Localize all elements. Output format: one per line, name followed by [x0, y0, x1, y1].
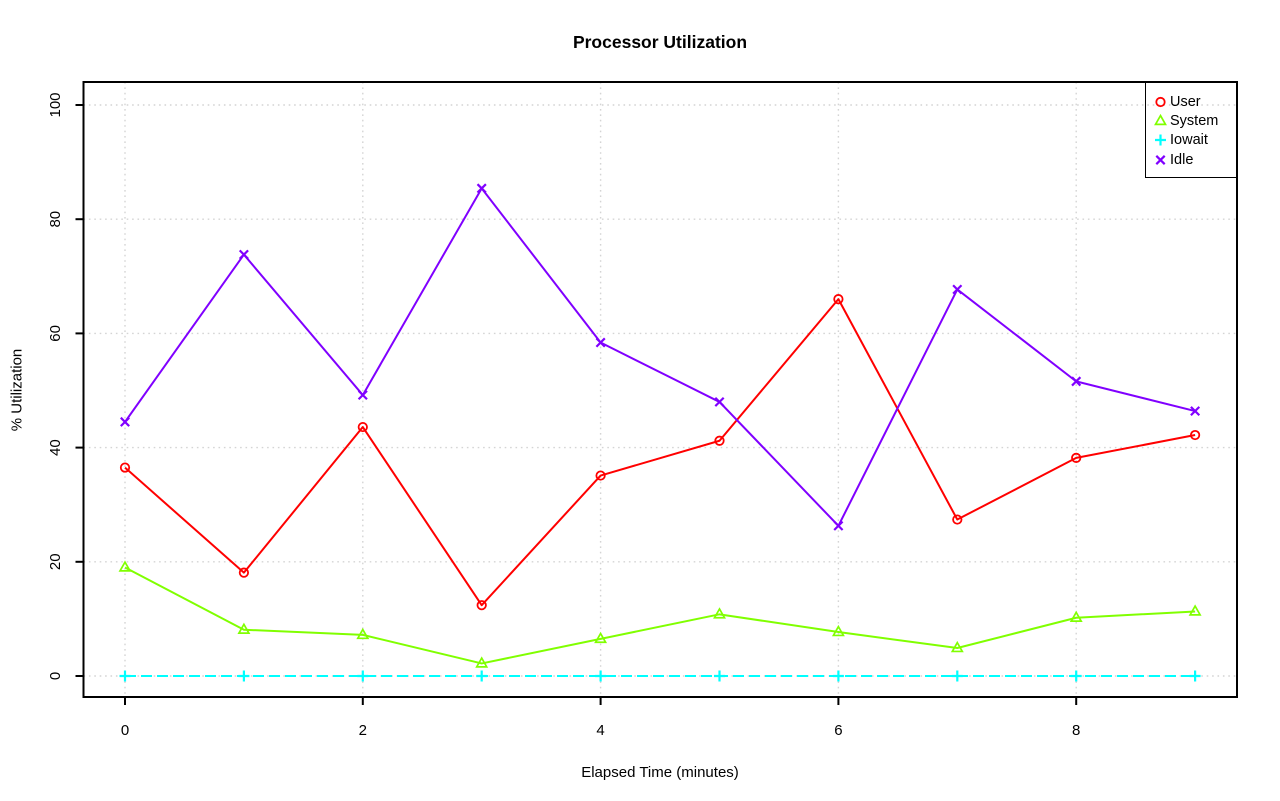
legend-item-system: System [1146, 111, 1237, 130]
legend-item-iowait: Iowait [1146, 131, 1237, 150]
marker-iowait [238, 670, 250, 682]
series-line-idle [124, 187, 1196, 527]
marker-iowait [1070, 670, 1082, 682]
marker-user [595, 470, 606, 481]
marker-user [119, 462, 131, 473]
marker-idle [952, 284, 963, 295]
marker-idle [595, 337, 606, 348]
marker-system [1069, 610, 1083, 623]
legend-label: Iowait [1170, 132, 1208, 149]
x-tick-label: 0 [121, 722, 129, 739]
x-glyph-shape [1155, 154, 1166, 165]
marker-idle [238, 249, 249, 260]
triangle-marker-icon [1151, 113, 1170, 129]
marker-user [1190, 429, 1201, 441]
legend-label: Idle [1170, 151, 1194, 168]
y-tick-label: 20 [47, 553, 64, 570]
marker-idle [120, 416, 130, 427]
marker-iowait [714, 670, 725, 682]
chart-title: Processor Utilization [572, 32, 748, 52]
marker-user [476, 600, 487, 611]
x-glyph [1155, 154, 1166, 165]
triangle-glyph [1154, 113, 1167, 126]
y-tick-label: 60 [47, 325, 64, 342]
marker-system [1188, 604, 1202, 616]
y-tick-label: 100 [47, 92, 64, 117]
marker-idle [1071, 376, 1082, 387]
marker-system [950, 640, 964, 653]
marker-user [833, 294, 844, 305]
plus-marker-icon [1151, 132, 1170, 148]
marker-iowait [119, 670, 131, 682]
legend-item-user: User [1146, 92, 1237, 111]
marker-system [356, 627, 370, 640]
x-axis-label: Elapsed Time (minutes) [581, 764, 739, 781]
y-tick-label: 40 [47, 439, 64, 456]
marker-user [357, 421, 368, 433]
triangle-glyph-shape [1154, 113, 1167, 126]
marker-system [475, 656, 489, 668]
marker-system [594, 631, 608, 644]
legend-label: System [1170, 113, 1219, 130]
marker-system [118, 560, 132, 572]
plot-frame [82, 81, 1238, 698]
circle-marker-icon [1151, 94, 1170, 110]
x-marker-icon [1151, 152, 1170, 168]
marker-iowait [595, 670, 607, 682]
marker-system [713, 607, 726, 619]
marker-user [238, 567, 249, 578]
marker-iowait [1189, 670, 1201, 682]
marker-idle [1190, 406, 1201, 417]
x-tick-label: 8 [1072, 722, 1080, 739]
legend: User System Iowait Idle [1145, 82, 1238, 178]
y-axis-label: % Utilization [8, 348, 26, 432]
marker-user [714, 435, 725, 446]
marker-idle [357, 390, 368, 401]
x-tick-label: 6 [834, 722, 842, 739]
y-tick-label: 0 [47, 672, 64, 680]
marker-idle [833, 520, 844, 531]
marker-system [831, 624, 845, 637]
x-tick-label: 2 [359, 722, 367, 739]
marker-user [952, 514, 963, 525]
circle-glyph-shape [1155, 96, 1166, 107]
x-tick-label: 4 [596, 722, 604, 739]
series-line-user [124, 298, 1196, 607]
legend-item-idle: Idle [1146, 150, 1237, 169]
plus-glyph-shape [1155, 134, 1166, 146]
y-tick-label: 80 [47, 211, 64, 228]
marker-iowait [832, 670, 844, 682]
marker-idle [476, 183, 487, 194]
marker-user [1071, 452, 1082, 463]
marker-idle [714, 396, 725, 407]
legend-label: User [1170, 93, 1201, 110]
marker-iowait [476, 670, 488, 682]
series-line-system [124, 566, 1196, 665]
marker-iowait [357, 670, 369, 682]
circle-glyph [1155, 96, 1166, 107]
marker-iowait [951, 670, 963, 682]
plus-glyph [1155, 134, 1166, 146]
marker-system [237, 622, 251, 634]
